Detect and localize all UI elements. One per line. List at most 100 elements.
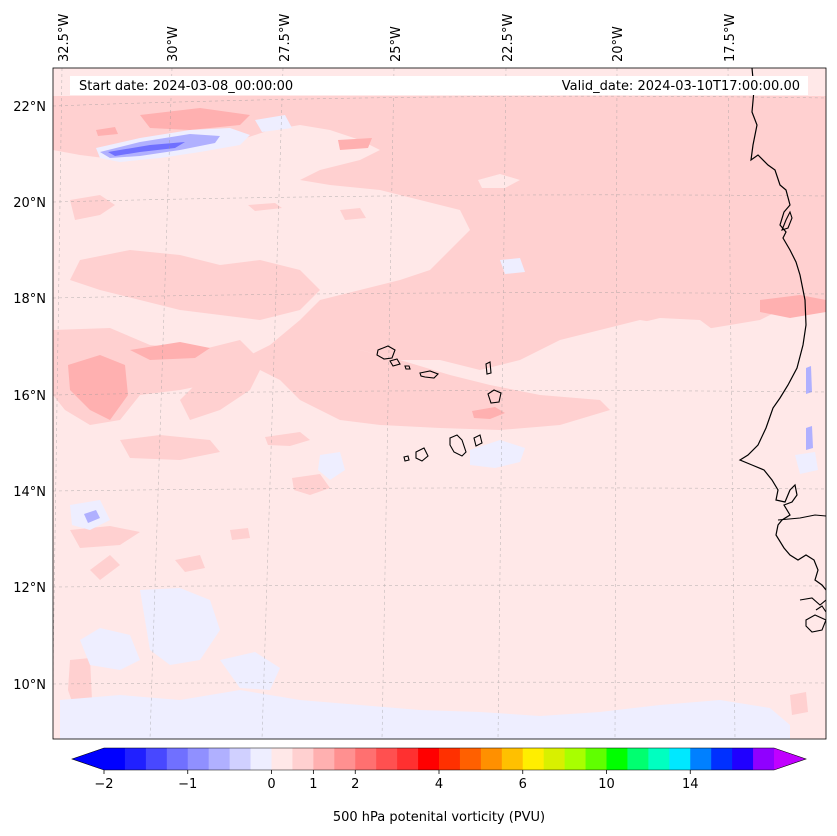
meridian-25w xyxy=(381,68,395,739)
pv-negative-east-a xyxy=(806,366,812,394)
colorbar-cell xyxy=(753,748,775,770)
meridian-22-5w xyxy=(497,68,507,739)
pv-negative-gulf xyxy=(500,258,525,274)
lat-label-22n: 22°N xyxy=(13,100,46,115)
island-fogo xyxy=(415,447,429,462)
pv-high-west-b xyxy=(130,342,210,360)
colorbar-cell xyxy=(501,748,524,770)
lat-label-12n: 12°N xyxy=(13,581,46,596)
colorbar-cell xyxy=(418,748,440,770)
pv-high-island xyxy=(472,407,505,419)
colorbar-ticks: −2 −1 0 1 2 4 6 10 14 xyxy=(94,770,699,792)
pv-spot-d xyxy=(70,526,140,548)
graticule xyxy=(53,68,826,739)
pv-negative-south-c xyxy=(60,690,790,739)
guinea-coast-c xyxy=(815,605,826,613)
africa-coastline xyxy=(738,68,826,591)
colorbar-cell xyxy=(543,748,566,770)
colorbar-cell xyxy=(229,748,251,770)
colorbar-tick-label: 14 xyxy=(682,777,699,792)
pv-region-west-north xyxy=(70,250,320,320)
colorbar-cell xyxy=(480,748,503,770)
colorbar-cell xyxy=(564,748,586,770)
pv-high-east xyxy=(760,295,826,318)
colorbar-tick-label: 0 xyxy=(267,777,275,792)
colorbar-extend-low xyxy=(72,748,104,770)
map-frame xyxy=(52,67,827,740)
colorbar-tick-label: 2 xyxy=(351,777,359,792)
latitude-labels: 22°N 20°N 18°N 16°N 14°N 12°N 10°N xyxy=(13,100,46,693)
colorbar-tick-label: 4 xyxy=(435,777,443,792)
lon-label-25w: 25°W xyxy=(389,26,404,62)
colorbar-cell xyxy=(355,748,377,770)
pv-spot-f xyxy=(175,555,205,572)
colorbar-cell xyxy=(271,748,293,770)
colorbar: −2 −1 0 1 2 4 6 10 14 500 hPa potenital vorticit… xyxy=(71,747,807,825)
parallel-10n xyxy=(53,681,826,685)
start-date-label: Start date: 2024-03-08_00:00:00 xyxy=(79,79,293,94)
colorbar-cell xyxy=(648,748,670,770)
pv-region-north xyxy=(53,96,826,370)
lat-label-16n: 16°N xyxy=(13,389,46,404)
date-header-bar xyxy=(70,76,808,95)
colorbar-cell xyxy=(334,748,356,770)
pv-negative-east-b xyxy=(806,426,813,450)
guinea-coast-a xyxy=(799,597,826,606)
pv-negative-south-a xyxy=(140,588,220,665)
parallel-18n xyxy=(53,292,826,299)
pv-high-spot-b xyxy=(338,138,372,150)
colorbar-cell xyxy=(459,748,482,770)
pv-region-band xyxy=(180,320,610,430)
island-boa-vista xyxy=(487,389,502,404)
lat-label-14n: 14°N xyxy=(13,485,46,500)
valid-date-label: Valid_date: 2024-03-10T17:00:00.00 xyxy=(562,79,800,94)
colorbar-cell xyxy=(166,748,189,770)
lat-label-10n: 10°N xyxy=(13,678,46,693)
longitude-labels: 32.5°W 30°W 27.5°W 25°W 22.5°W 20°W 17.5… xyxy=(57,14,738,62)
colorbar-tick-label: 6 xyxy=(519,777,527,792)
island-santa-luzia xyxy=(404,365,411,370)
lon-label-30w: 30°W xyxy=(166,26,181,62)
map-panel xyxy=(53,68,826,739)
lon-label-22-5w: 22.5°W xyxy=(501,14,516,62)
pv-negative-west-core xyxy=(84,510,100,523)
meridian-20w xyxy=(614,68,618,739)
pv-light-patch-east xyxy=(590,318,720,355)
lon-label-20w: 20°W xyxy=(611,26,626,62)
colorbar-cell xyxy=(250,748,272,770)
meridian-30w xyxy=(149,68,173,739)
pv-negative-south-d xyxy=(220,652,280,690)
colorbar-cell xyxy=(711,748,733,770)
colorbar-cell xyxy=(585,748,607,770)
parallel-14n xyxy=(53,487,826,492)
meridian-17-5w xyxy=(727,68,736,739)
pv-spot-j xyxy=(230,528,250,540)
pv-negative-east-c xyxy=(795,452,818,474)
island-brava xyxy=(403,455,410,462)
colorbar-tick-label: 1 xyxy=(309,777,317,792)
colorbar-cell xyxy=(606,748,628,770)
lat-label-20n: 20°N xyxy=(13,196,46,211)
pv-spot-l xyxy=(248,203,282,211)
pv-negative-south-b xyxy=(80,628,140,670)
guinea-coast-b xyxy=(805,614,826,633)
island-maio xyxy=(473,434,483,447)
lon-label-32-5w: 32.5°W xyxy=(57,14,72,62)
colorbar-cell xyxy=(439,748,461,770)
pv-high-streak-north xyxy=(140,108,250,130)
colorbar-cell xyxy=(124,748,147,770)
pv-spot-b xyxy=(120,435,220,460)
island-sao-nicolau xyxy=(419,370,439,379)
colorbar-tick-label: −2 xyxy=(94,777,113,792)
pv-negative-mid-b xyxy=(318,452,345,480)
gambia-inlet xyxy=(777,514,826,521)
meridian-32-5w xyxy=(53,68,63,693)
colorbar-extend-high xyxy=(774,748,806,770)
pv-spot-k xyxy=(340,208,366,220)
pv-spot-a xyxy=(70,195,115,220)
island-santiago xyxy=(449,434,467,457)
colorbar-cell xyxy=(292,748,314,770)
pv-spot-g xyxy=(292,474,330,495)
colorbar-title: 500 hPa potenital vorticity (PVU) xyxy=(333,810,545,825)
